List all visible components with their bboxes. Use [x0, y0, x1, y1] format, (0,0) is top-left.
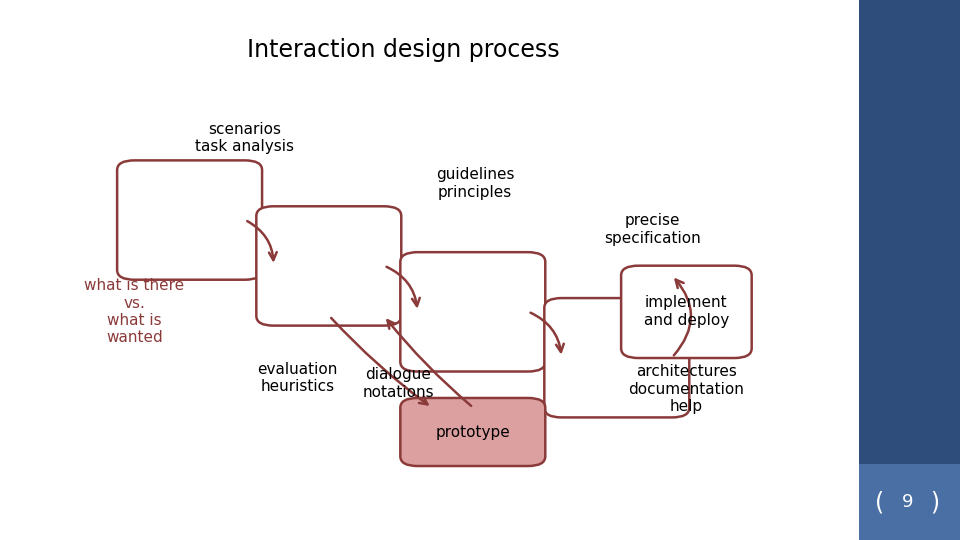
FancyBboxPatch shape: [621, 266, 752, 358]
Text: Interaction design process: Interaction design process: [247, 38, 560, 62]
Text: (: (: [875, 490, 884, 514]
Text: prototype: prototype: [436, 424, 511, 440]
Bar: [859, 464, 960, 540]
FancyBboxPatch shape: [400, 252, 545, 372]
Text: evaluation
heuristics: evaluation heuristics: [257, 362, 338, 394]
Text: implement
and deploy: implement and deploy: [644, 295, 729, 328]
Text: precise
specification: precise specification: [605, 213, 701, 246]
Text: 9: 9: [901, 493, 913, 511]
Text: guidelines
principles: guidelines principles: [436, 167, 515, 200]
Text: architectures
documentation
help: architectures documentation help: [629, 364, 744, 414]
FancyBboxPatch shape: [544, 298, 689, 417]
FancyBboxPatch shape: [117, 160, 262, 280]
FancyBboxPatch shape: [256, 206, 401, 326]
Text: scenarios
task analysis: scenarios task analysis: [195, 122, 295, 154]
FancyBboxPatch shape: [400, 398, 545, 466]
Text: dialogue
notations: dialogue notations: [363, 367, 434, 400]
Bar: [859, 0, 960, 540]
Text: what is there
vs.
what is
wanted: what is there vs. what is wanted: [84, 278, 184, 345]
Text: ): ): [930, 490, 940, 514]
